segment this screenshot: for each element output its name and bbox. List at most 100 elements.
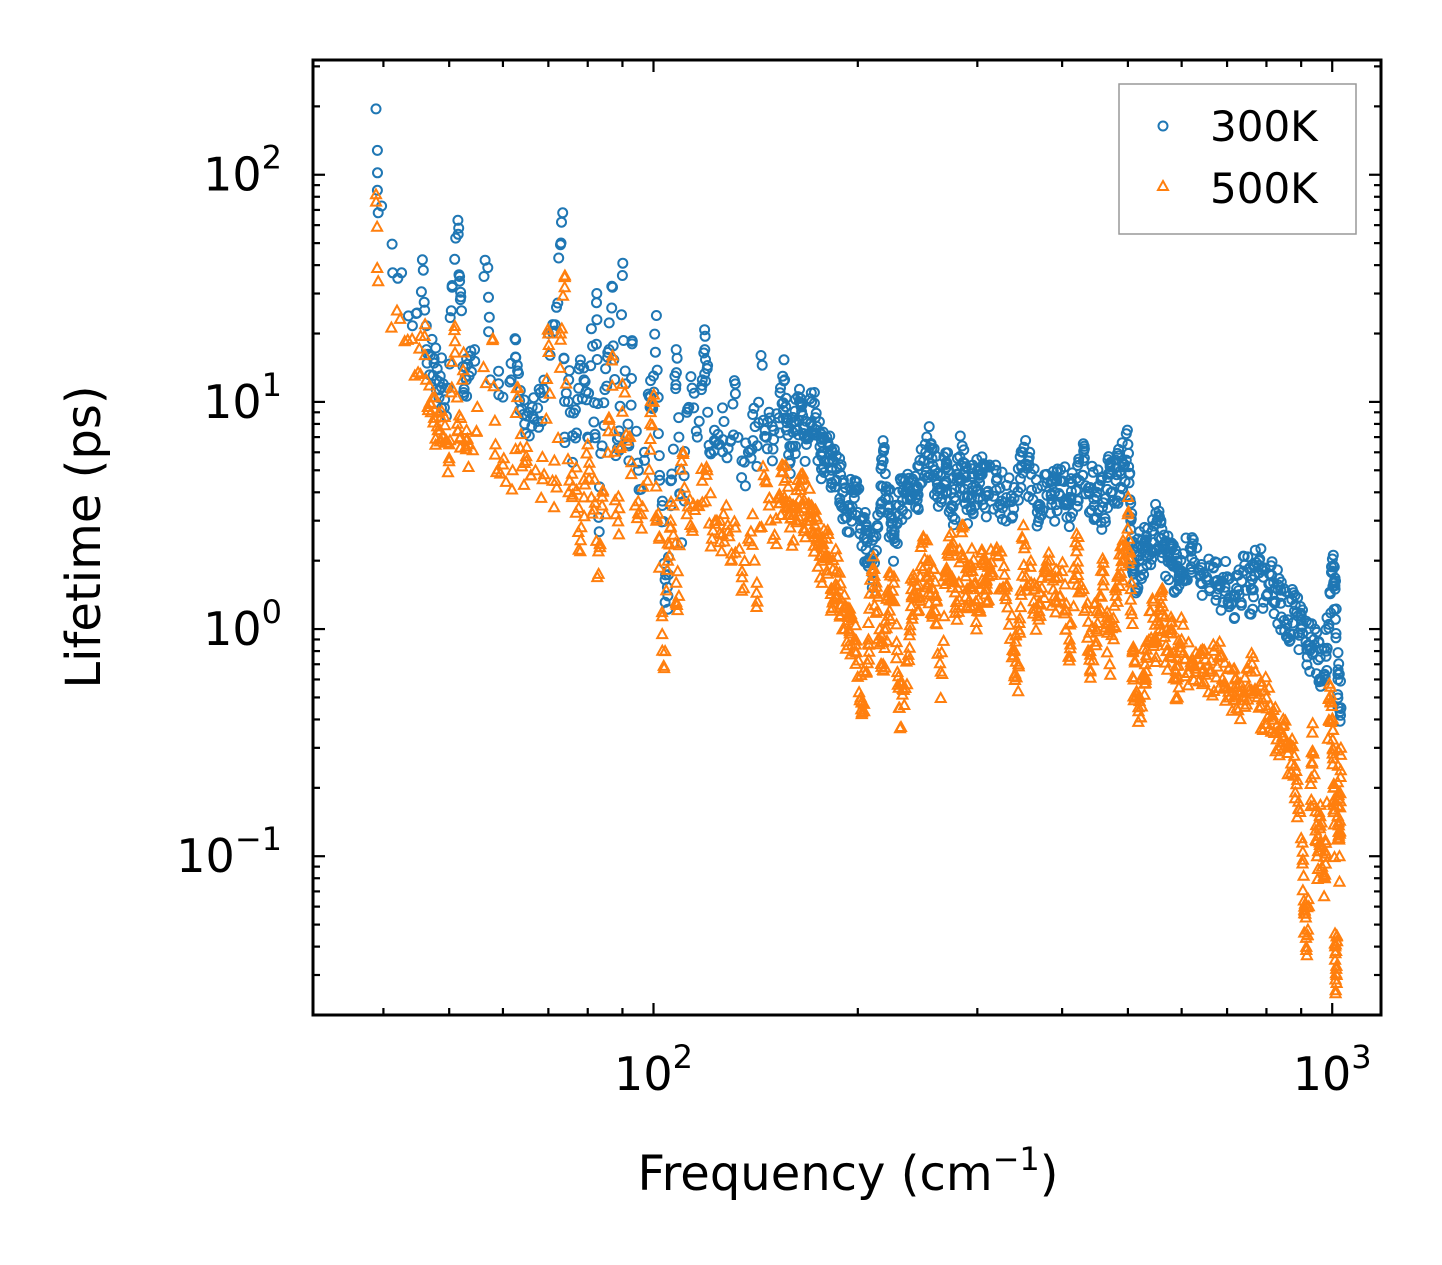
data-point-300k-point — [966, 482, 978, 493]
data-point-500k-cloud — [569, 460, 583, 473]
data-point-500k-cloud — [369, 194, 383, 207]
data-point-500k-cloud — [781, 479, 795, 492]
data-point-300k-point — [596, 440, 608, 452]
data-point-500k-point — [746, 507, 760, 520]
x-axis-label: Frequency (cm−1) — [637, 1140, 1058, 1202]
data-point-500k-cloud — [1158, 609, 1172, 622]
data-point-500k-point — [904, 582, 919, 595]
data-point-500k-cloud — [664, 519, 678, 532]
data-point-300k-point — [1289, 605, 1300, 617]
data-point-300k-point — [999, 497, 1011, 509]
data-point-300k-cloud — [1012, 494, 1024, 506]
legend: 300K 500K — [1118, 83, 1357, 235]
data-point-500k-cloud — [445, 380, 459, 393]
data-point-500k-cloud — [1113, 578, 1127, 591]
data-point-500k-point — [1096, 564, 1110, 577]
data-point-500k-cloud — [1265, 708, 1280, 721]
data-point-500k-cloud — [774, 507, 788, 520]
data-point-300k-cloud — [649, 346, 661, 358]
data-point-300k-point — [591, 288, 603, 299]
data-point-500k-point — [1069, 544, 1084, 557]
data-point-500k-cloud — [370, 219, 384, 232]
data-point-300k-point — [585, 323, 597, 335]
data-point-500k-cloud — [997, 567, 1012, 580]
data-point-500k-cloud — [671, 564, 685, 577]
data-point-300k-cloud — [670, 367, 682, 379]
data-point-300k-point — [1329, 583, 1341, 595]
data-point-300k-cloud — [1196, 589, 1208, 601]
data-point-500k-cloud — [745, 537, 760, 550]
data-point-500k-point — [615, 376, 630, 389]
data-point-300k-point — [1302, 639, 1314, 651]
data-point-300k-cloud — [1078, 440, 1090, 452]
data-point-500k-point — [595, 498, 609, 511]
data-point-500k-cloud — [975, 542, 989, 555]
data-point-300k-point — [883, 500, 895, 511]
data-point-500k-cloud — [1304, 799, 1318, 812]
data-point-500k-point — [1011, 657, 1026, 670]
data-point-300k-cloud — [1120, 428, 1132, 440]
data-point-500k-point — [810, 531, 824, 544]
data-point-500k-cloud — [935, 645, 949, 658]
data-point-500k-point — [695, 473, 709, 486]
data-point-500k-point — [584, 490, 599, 503]
data-point-300k-cloud — [1061, 494, 1073, 506]
data-point-500k-point — [1310, 849, 1324, 862]
data-point-300k-cloud — [1233, 585, 1245, 596]
data-point-300k-point — [981, 486, 993, 498]
data-point-500k-cloud — [924, 605, 938, 618]
data-point-500k-cloud — [605, 378, 619, 391]
data-point-500k-cloud — [444, 385, 458, 398]
data-point-500k-cloud — [1329, 961, 1343, 974]
data-point-300k-cloud — [603, 317, 615, 329]
data-point-300k-cloud — [1330, 632, 1342, 644]
data-point-300k-point — [392, 272, 404, 284]
data-point-500k-point — [669, 575, 683, 588]
data-point-500k-cloud — [1206, 643, 1221, 656]
legend-marker-500k — [1156, 178, 1170, 191]
data-point-300k-cloud — [790, 440, 801, 452]
data-point-500k-point — [550, 480, 564, 493]
data-point-300k-point — [696, 374, 708, 386]
data-point-300k-cloud — [1282, 632, 1294, 644]
data-point-500k-cloud — [934, 690, 948, 703]
data-point-500k-point — [1267, 712, 1281, 725]
data-point-500k-cloud — [894, 719, 908, 732]
data-point-500k-cloud — [1329, 975, 1344, 988]
data-point-300k-point — [877, 455, 889, 467]
data-point-500k-cloud — [1326, 757, 1340, 770]
data-point-300k-cloud — [1329, 613, 1341, 625]
data-point-500k-cloud — [1040, 564, 1054, 577]
data-point-500k-cloud — [428, 390, 442, 403]
data-point-500k-cloud — [624, 455, 639, 468]
data-point-500k-cloud — [1332, 874, 1347, 887]
data-point-300k-cloud — [630, 425, 642, 437]
data-point-500k-cloud — [1116, 573, 1130, 586]
data-point-500k-point — [945, 544, 959, 557]
data-point-300k-cloud — [444, 312, 456, 324]
data-point-500k-cloud — [1017, 557, 1031, 570]
data-point-500k-cloud — [815, 575, 829, 588]
data-point-500k-cloud — [593, 540, 607, 553]
data-point-500k-point — [448, 334, 462, 347]
data-point-500k-cloud — [883, 612, 897, 625]
data-point-500k-cloud — [1304, 776, 1318, 789]
data-point-500k-cloud — [1218, 693, 1233, 706]
data-point-500k-cloud — [1077, 603, 1092, 616]
data-point-500k-point — [646, 394, 661, 407]
data-point-500k-cloud — [370, 260, 384, 273]
data-point-300k-cloud — [1145, 559, 1157, 571]
data-point-500k-cloud — [1238, 699, 1252, 712]
data-point-300k-cloud — [598, 397, 610, 409]
data-point-300k-point — [511, 359, 523, 371]
data-point-500k-cloud — [1326, 722, 1340, 735]
data-point-500k-cloud — [866, 549, 880, 562]
data-point-500k-cloud — [672, 538, 687, 551]
data-point-500k-cloud — [1281, 767, 1295, 780]
data-point-300k-cloud — [977, 499, 989, 511]
data-point-300k-cloud — [372, 167, 383, 179]
data-point-500k-cloud — [1008, 666, 1022, 679]
data-point-500k-point — [674, 453, 689, 466]
data-point-500k-point — [1103, 657, 1117, 670]
data-point-500k-point — [741, 531, 756, 544]
